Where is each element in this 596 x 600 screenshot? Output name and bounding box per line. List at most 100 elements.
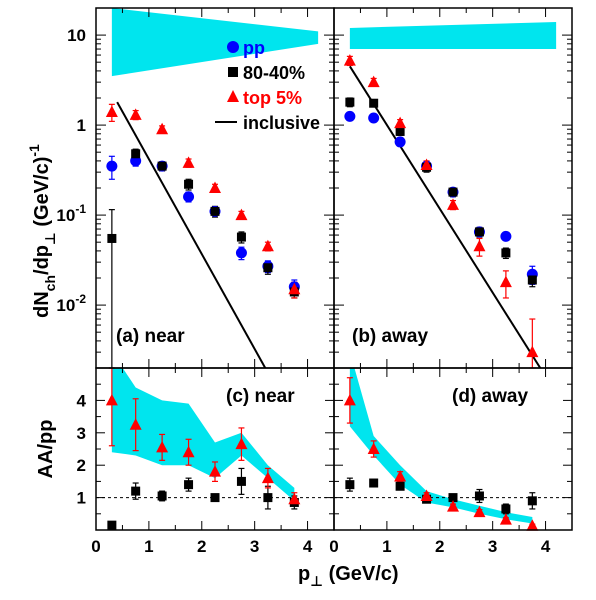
- marker-layer: [105, 54, 539, 531]
- away-ratio-80-40--point: [345, 480, 355, 490]
- away-ratio-80-40--point: [474, 491, 484, 501]
- y-tick-label: 10: [67, 26, 86, 45]
- near-spectrum-80-40--point: [236, 232, 246, 242]
- away-spectrum-80-40--point: [501, 248, 511, 258]
- away-ratio-80-40--point: [527, 496, 537, 506]
- x-tick-label: 0: [329, 537, 338, 556]
- away-spectrum-80-40--point: [448, 187, 458, 197]
- legend-marker-pp: [227, 41, 239, 53]
- x-axis-title: p⊥ (GeV/c): [298, 563, 399, 589]
- away-spectrum-top-5--point: [526, 345, 539, 358]
- away-ratio-80-40--point: [369, 478, 379, 488]
- away-spectrum-80-40--point: [527, 275, 537, 285]
- near-spectrum-top-5--point: [209, 181, 221, 193]
- away-spectrum-80-40--point: [395, 126, 405, 136]
- x-tick-label: 1: [382, 537, 391, 556]
- near-ratio-top-5--point: [156, 440, 169, 453]
- near-spectrum-panel-label: (a) near: [116, 326, 185, 347]
- legend-label-80-40-: 80-40%: [243, 63, 305, 83]
- near-spectrum-80-40--point: [157, 161, 167, 171]
- ratio-axis-title: AA/pp: [35, 420, 57, 479]
- x-tick-label: 4: [303, 537, 313, 556]
- y-tick-label: 2: [77, 456, 86, 475]
- away-ratio-top-5--point: [499, 513, 512, 525]
- near-ratio-top-5--point: [261, 471, 274, 484]
- legend-label-pp: pp: [243, 38, 265, 58]
- near-spectrum-pp-point: [106, 160, 118, 172]
- away-spectrum-inclusive-line: [349, 65, 542, 368]
- away-spectrum-panel-label: (b) away: [352, 326, 428, 347]
- near-spectrum-80-40--point: [210, 206, 220, 216]
- x-tick-label: 2: [435, 537, 444, 556]
- near-ratio-top-5--point: [182, 445, 195, 458]
- near-ratio-80-40--point: [263, 493, 273, 503]
- near-spectrum-80-40--point: [263, 263, 273, 273]
- away-spectrum-systematic-band: [349, 21, 557, 50]
- near-spectrum-80-40--point: [107, 233, 117, 243]
- near-ratio-80-40--point: [184, 480, 194, 490]
- near-spectrum-top-5--point: [156, 122, 169, 135]
- near-ratio-80-40--point: [210, 493, 220, 503]
- near-ratio-top-5--point: [129, 418, 142, 430]
- away-ratio-top-5--point: [526, 519, 539, 531]
- away-spectrum-top-5--point: [343, 54, 356, 66]
- away-spectrum-pp-point: [368, 112, 380, 124]
- x-tick-label: 1: [144, 537, 153, 556]
- away-spectrum-top-5--point: [367, 75, 380, 88]
- band-layer: [111, 8, 557, 524]
- near-spectrum-pp-point: [235, 247, 247, 259]
- x-tick-label: 4: [541, 537, 551, 556]
- away-spectrum-top-5--point: [499, 275, 512, 288]
- away-spectrum-top-5--point: [473, 239, 486, 252]
- near-spectrum-80-40--point: [184, 179, 194, 189]
- away-spectrum-top-5--point: [394, 116, 407, 129]
- near-ratio-80-40--point: [131, 486, 141, 496]
- away-ratio-80-40--point: [501, 504, 511, 514]
- away-spectrum-top-5--point: [447, 198, 459, 210]
- near-spectrum-top-5--point: [129, 108, 142, 120]
- near-spectrum-top-5--point: [261, 239, 274, 252]
- away-ratio-top-5--point: [343, 393, 356, 406]
- away-spectrum-pp-point: [344, 110, 356, 122]
- x-tick-label: 0: [91, 537, 100, 556]
- y-tick-label: 1: [77, 489, 86, 508]
- near-ratio-80-40--point: [236, 476, 246, 486]
- near-ratio-panel-label: (c) near: [226, 386, 295, 407]
- away-spectrum-pp-point: [500, 230, 512, 242]
- away-ratio-top-5--point: [473, 505, 486, 518]
- frame-layer: [95, 7, 573, 531]
- away-spectrum-80-40--point: [345, 97, 355, 107]
- away-ratio-top-5--point: [420, 489, 433, 501]
- near-ratio-top-5--point: [288, 492, 301, 505]
- away-spectrum-top-5--point: [420, 158, 433, 171]
- legend-marker-top-5-: [227, 90, 239, 102]
- y-tick-label: 1: [77, 116, 86, 135]
- y-tick-label: 4: [77, 391, 87, 410]
- away-spectrum-pp-point: [394, 136, 406, 148]
- near-spectrum-top-5--point: [288, 282, 301, 295]
- away-ratio-80-40--point: [395, 481, 405, 491]
- y-tick-label: 3: [77, 424, 86, 443]
- away-ratio-80-40--point: [448, 493, 458, 503]
- away-ratio-top-5--point: [447, 500, 459, 512]
- near-spectrum-top-5--point: [235, 208, 248, 221]
- y-tick-label: 10-1: [56, 202, 86, 225]
- x-tick-label: 3: [250, 537, 259, 556]
- near-spectrum-top-5--point: [182, 156, 195, 168]
- away-spectrum-80-40--point: [369, 98, 379, 108]
- away-ratio-panel-label: (d) away: [452, 386, 528, 407]
- away-ratio-top-5--point: [394, 470, 407, 482]
- near-ratio-80-40--point: [107, 520, 117, 530]
- legend-label-inclusive: inclusive: [243, 113, 320, 133]
- x-tick-label: 2: [197, 537, 206, 556]
- away-spectrum-80-40--point: [474, 227, 484, 237]
- inclusive-line-layer: [116, 65, 542, 368]
- near-spectrum-systematic-band: [111, 8, 319, 77]
- near-ratio-systematic-band: [111, 368, 295, 501]
- legend-label-top-5-: top 5%: [243, 88, 302, 108]
- y-tick-label: 10-2: [56, 292, 86, 315]
- near-spectrum-80-40--point: [131, 149, 141, 159]
- legend-marker-80-40-: [228, 67, 238, 77]
